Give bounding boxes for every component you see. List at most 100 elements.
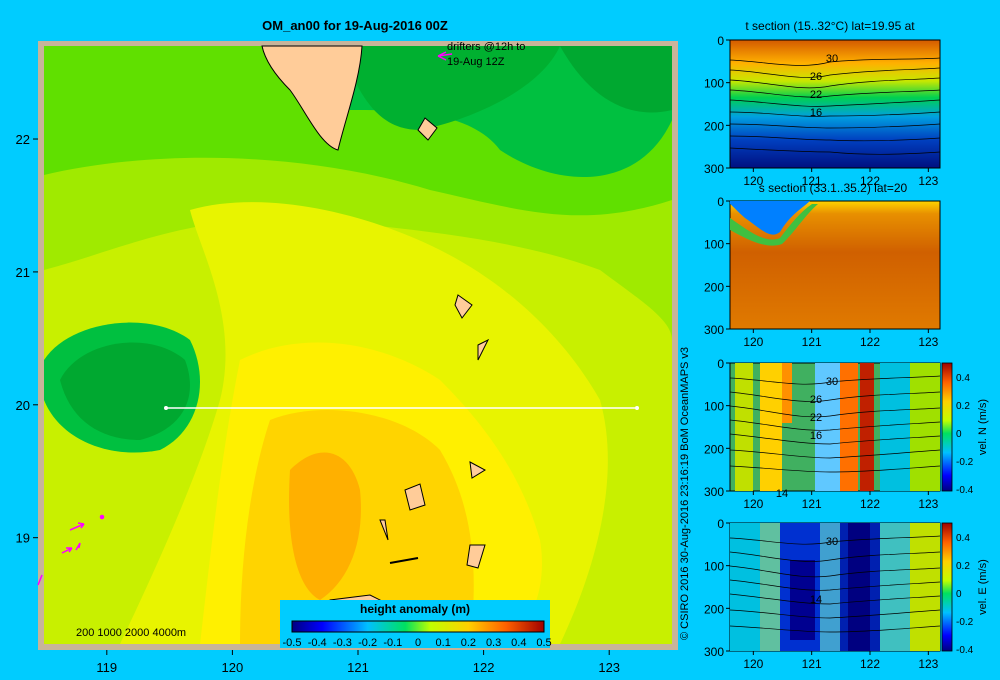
panel-y-tick-label: 0 (717, 195, 724, 209)
panel-y-tick-label: 200 (704, 119, 724, 133)
vel-e-contours (729, 535, 941, 633)
vel-e-colorbar-ticks: 0.4 0.2 0 -0.2 -0.4 (956, 533, 974, 656)
panel-y-tick-label: 100 (704, 400, 724, 414)
panel-x-tick-label: 123 (918, 497, 938, 511)
t-section-y-axis: 0 100 200 300 (704, 34, 730, 176)
main-y-tick-label: 19 (16, 531, 30, 546)
colorbar-tick-label: 0 (415, 637, 421, 649)
main-x-tick-label: 119 (96, 660, 117, 675)
panel-colorbar-tick-label: 0 (956, 589, 962, 600)
vel-n-colorbar-ticks: 0.4 0.2 0 -0.2 -0.4 (956, 373, 974, 496)
panel-colorbar-tick-label: -0.2 (956, 617, 974, 628)
panel-colorbar-tick-label: -0.2 (956, 457, 974, 468)
main-y-tick-label: 22 (16, 132, 30, 147)
panel-colorbar-tick-label: 0 (956, 429, 962, 440)
panel-x-tick-label: 122 (860, 497, 880, 511)
colorbar-tick-label: -0.2 (358, 637, 377, 649)
panel-x-tick-label: 122 (860, 335, 880, 349)
panel-y-tick-label: 0 (717, 517, 724, 531)
main-map: OM_an00 for 19-Aug-2016 00Z (16, 18, 678, 675)
copyright-text: © CSIRO 2016 30-Aug-2016 23:16:19 BoM Oc… (679, 347, 691, 640)
panel-y-tick-label: 200 (704, 442, 724, 456)
s-section-panel: s section (33.1..35.2) lat=20 120 121 122 1… (704, 181, 941, 349)
main-x-tick-label: 121 (347, 660, 369, 675)
contour-label: 30 (826, 536, 838, 548)
s-section-title: s section (33.1..35.2) lat=20 (759, 181, 908, 195)
panel-y-tick-label: 200 (704, 280, 724, 294)
colorbar-tick-label: 0.2 (461, 637, 476, 649)
panel-y-tick-label: 0 (717, 34, 724, 48)
vel-e-x-axis: 120 121 122 123 (743, 651, 939, 671)
panel-x-tick-label: 122 (860, 657, 880, 671)
panel-y-tick-label: 100 (704, 560, 724, 574)
panel-x-tick-label: 121 (802, 174, 822, 188)
colorbar-tick-label: -0.3 (333, 637, 352, 649)
t-section-title: t section (15..32°C) lat=19.95 at (745, 19, 915, 33)
vel-n-contour-labels: 30 26 22 16 14 (776, 376, 838, 500)
panel-colorbar-tick-label: -0.4 (956, 645, 974, 656)
main-y-tick-label: 20 (16, 398, 30, 413)
panel-x-tick-label: 123 (918, 335, 938, 349)
vel-e-section-panel: 30 14 120 121 122 123 0 100 200 300 0.4 0.2 0 -0.2… (704, 517, 989, 671)
panel-x-tick-label: 122 (860, 174, 880, 188)
colorbar-tick-label: -0.4 (308, 637, 327, 649)
contour-label: 14 (776, 488, 788, 500)
colorbar-tick-label: 0.5 (536, 637, 551, 649)
drifter-note-line2: 19-Aug 12Z (447, 56, 505, 68)
s-section-x-axis: 120 121 122 123 (743, 329, 939, 349)
contour-label: 22 (810, 89, 822, 101)
colorbar-gradient (291, 620, 545, 633)
vel-n-colorbar-label: vel. N (m/s) (977, 399, 989, 455)
vel-e-field (730, 523, 940, 651)
vel-n-x-axis: 120 121 122 123 (743, 491, 939, 511)
t-section-panel: t section (15..32°C) lat=19.95 at 30 26 22… (704, 19, 941, 188)
main-y-axis: 22 21 20 19 (16, 132, 38, 546)
contour-label: 14 (810, 594, 822, 606)
height-colorbar: height anomaly (m) -0.5 -0.4 -0.3 -0.2 -0.1 0… (280, 600, 552, 649)
colorbar-tick-label: 0.4 (511, 637, 526, 649)
vel-e-contour-labels: 30 14 (810, 536, 838, 606)
s-section-front (730, 204, 818, 246)
panel-x-tick-label: 120 (743, 335, 763, 349)
drifter-note-line1: drifters @12h to (447, 41, 525, 53)
panel-x-tick-label: 120 (743, 657, 763, 671)
contour-label: 30 (826, 53, 838, 65)
s-section-low-salinity (730, 201, 810, 235)
main-map-title: OM_an00 for 19-Aug-2016 00Z (262, 18, 448, 33)
vel-n-contours (729, 375, 941, 473)
panel-colorbar-tick-label: 0.2 (956, 401, 970, 412)
panel-x-tick-label: 121 (802, 657, 822, 671)
depth-legend: 200 1000 2000 4000m (76, 627, 186, 639)
panel-x-tick-label: 120 (743, 497, 763, 511)
colorbar-tick-label: -0.1 (383, 637, 402, 649)
panel-x-tick-label: 120 (743, 174, 763, 188)
contour-label: 26 (810, 394, 822, 406)
vel-e-colorbar (941, 522, 953, 652)
panel-x-tick-label: 121 (802, 335, 822, 349)
contour-label: 16 (810, 430, 822, 442)
contour-label: 26 (810, 71, 822, 83)
contour-label: 30 (826, 376, 838, 388)
panel-y-tick-label: 300 (704, 162, 724, 176)
colorbar-tick-label: -0.5 (283, 637, 302, 649)
panel-y-tick-label: 300 (704, 485, 724, 499)
panel-x-tick-label: 123 (918, 174, 938, 188)
main-x-tick-label: 122 (473, 660, 495, 675)
t-section-x-axis: 120 121 122 123 (743, 168, 939, 188)
vel-e-colorbar-label: vel. E (m/s) (977, 559, 989, 615)
panel-colorbar-tick-label: -0.4 (956, 485, 974, 496)
panel-x-tick-label: 123 (918, 657, 938, 671)
drifter-arrows[interactable] (37, 51, 453, 586)
panel-y-tick-label: 100 (704, 77, 724, 91)
panel-y-tick-label: 200 (704, 602, 724, 616)
vel-e-y-axis: 0 100 200 300 (704, 517, 730, 659)
panel-colorbar-tick-label: 0.4 (956, 533, 970, 544)
main-x-tick-label: 123 (598, 660, 620, 675)
t-section-contours (729, 57, 941, 155)
panel-colorbar-tick-label: 0.4 (956, 373, 970, 384)
vel-n-y-axis: 0 100 200 300 (704, 357, 730, 499)
main-y-tick-label: 21 (16, 265, 30, 280)
